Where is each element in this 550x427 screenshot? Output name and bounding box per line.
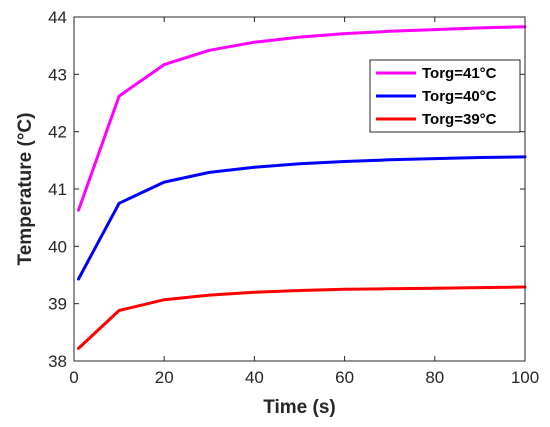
legend: Torg=41°C Torg=40°C Torg=39°C (369, 59, 521, 133)
legend-label-2: Torg=39°C (422, 111, 497, 128)
y-tick-label: 39 (48, 295, 67, 314)
series-line-0 (77, 25, 527, 212)
y-tick-label: 38 (48, 352, 67, 371)
series-layer (77, 25, 527, 350)
x-axis-label: Time (s) (263, 397, 336, 418)
x-tick-label: 40 (245, 368, 264, 387)
x-tick-label: 0 (69, 368, 78, 387)
y-tick-label: 44 (48, 8, 67, 27)
y-tick-label: 41 (48, 180, 67, 199)
y-tick-label: 42 (48, 123, 67, 142)
legend-label-1: Torg=40°C (422, 88, 497, 105)
y-axis-label: Temperature (°C) (15, 113, 36, 266)
y-tick-label: 40 (48, 237, 67, 256)
x-axis-ticks: 0 20 40 60 80 100 (69, 17, 539, 387)
series-line-1 (77, 155, 527, 281)
y-tick-label: 43 (48, 65, 67, 84)
x-tick-label: 20 (155, 368, 174, 387)
x-tick-label: 60 (335, 368, 354, 387)
y-axis-ticks: 38 39 40 41 42 43 44 (48, 8, 525, 371)
series-line-2 (77, 285, 527, 350)
legend-label-0: Torg=41°C (422, 65, 497, 82)
x-tick-label: 100 (511, 368, 539, 387)
x-tick-label: 80 (425, 368, 444, 387)
